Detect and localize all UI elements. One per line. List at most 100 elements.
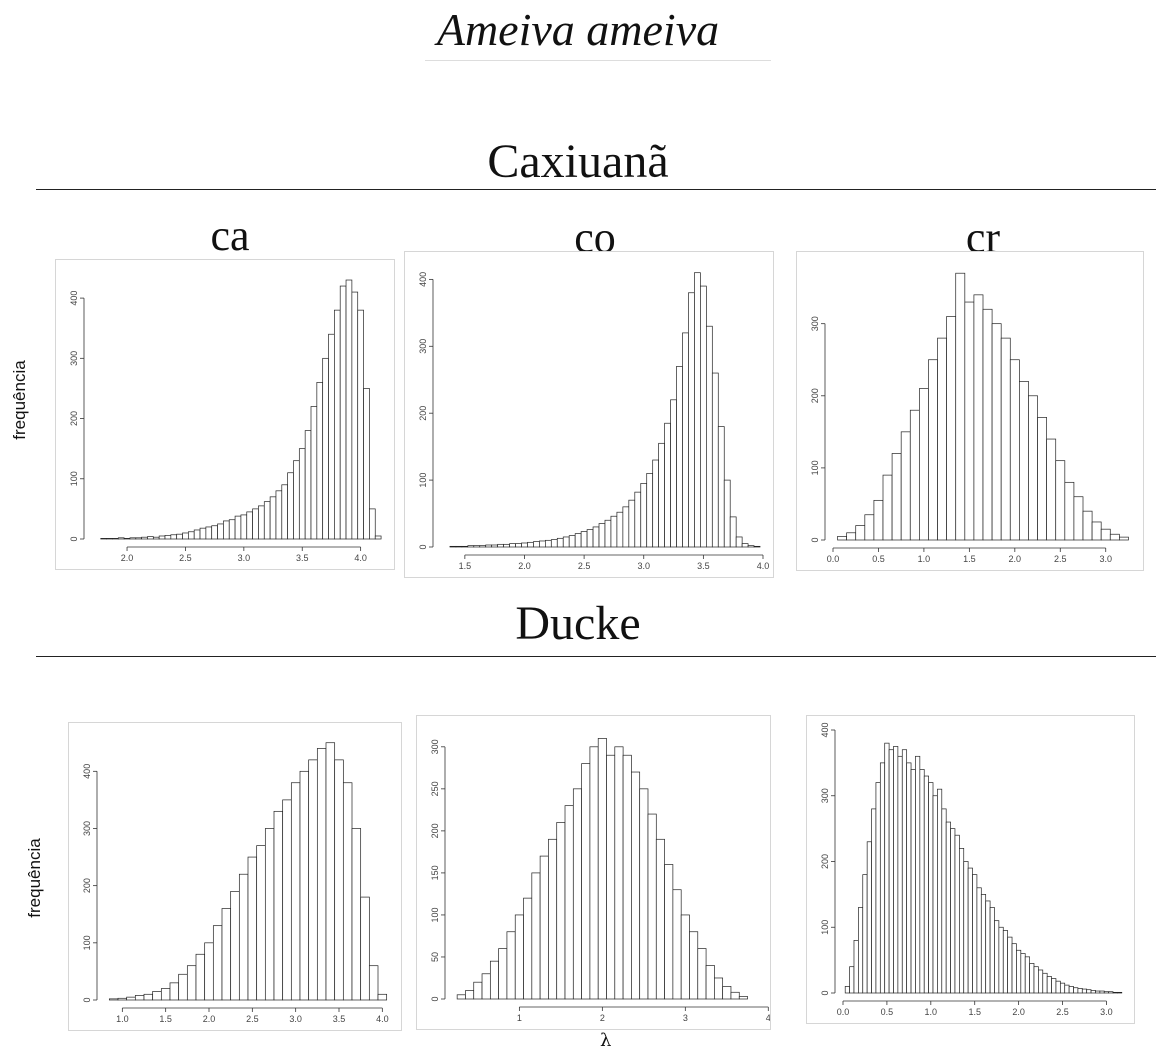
x-tick-label: 1.5 [459, 561, 472, 571]
histogram-bar [915, 755, 921, 994]
histogram-bar [580, 531, 588, 548]
histogram-bar [631, 771, 641, 1000]
histogram-bar [100, 538, 107, 540]
histogram-bar [374, 535, 382, 540]
histogram-bar [170, 534, 178, 540]
histogram-bar [186, 965, 197, 1001]
histogram-bar [269, 496, 277, 540]
histogram-ducke-ca: 1.0 1.5 2.0 2.5 3.0 3.5 4.0 0 100 200 300 400 [68, 722, 402, 1031]
histogram-bar [741, 543, 749, 548]
histogram-bar [955, 272, 966, 541]
histogram-bar [1024, 956, 1030, 994]
histogram-bar [723, 479, 731, 548]
histogram-bar [134, 995, 145, 1001]
histogram-bar [864, 514, 875, 541]
x-tick-label: 2.0 [1012, 1007, 1025, 1017]
histogram-bar [363, 388, 370, 540]
histogram-bar [310, 406, 318, 540]
histogram-bar [282, 799, 292, 1001]
x-tick-label: 0.5 [872, 554, 885, 564]
histogram-bar [228, 519, 236, 540]
histogram-bar [646, 473, 654, 548]
histogram-bar [717, 426, 725, 548]
histogram-bar [1055, 460, 1066, 541]
histogram-bar [169, 982, 180, 1001]
y-tick-label: 0 [430, 996, 440, 1001]
histogram-bar [221, 908, 232, 1001]
histogram-bar [747, 545, 755, 548]
histogram-bar [963, 861, 969, 994]
histogram-bar [182, 532, 189, 540]
histogram-bar [1046, 438, 1057, 541]
histogram-bar [1077, 988, 1083, 994]
histogram-bar [959, 848, 965, 994]
histogram-bar [290, 782, 301, 1001]
histogram-bar [616, 511, 624, 548]
histogram-ducke-co: 1 2 3 4 0 50 100 150 200 250 300 [416, 715, 771, 1030]
x-tick-label: 2.0 [203, 1014, 216, 1024]
histogram-bar [273, 810, 284, 1001]
histogram-bar [562, 536, 570, 548]
histogram-caxiuana-ca: 2.0 2.5 3.0 3.5 4.0 0 100 200 300 400 [55, 259, 395, 570]
histogram-svg: 1.0 1.5 2.0 2.5 3.0 3.5 4.0 0 100 200 300 400 [82, 742, 389, 1024]
histogram-bar [112, 538, 119, 540]
histogram-bar [568, 535, 576, 548]
x-tick-label: 3.0 [238, 553, 251, 563]
histogram-bar [193, 529, 201, 540]
histogram-bar [670, 399, 677, 548]
histogram-bar [1108, 991, 1114, 994]
histogram-bar [264, 828, 275, 1001]
histogram-bar [1117, 991, 1123, 994]
histogram-bar [989, 907, 995, 994]
histogram-bar [1091, 521, 1102, 541]
histogram-bar [652, 459, 660, 548]
histogram-ducke-cr: 0.0 0.5 1.0 1.5 2.0 2.5 3.0 0 100 200 300 400 [806, 715, 1135, 1024]
histogram-bar [937, 788, 943, 994]
histogram-bar [950, 828, 956, 994]
histogram-bar [893, 746, 899, 994]
histogram-bar [223, 520, 230, 540]
y-tick-label: 100 [810, 460, 820, 475]
histogram-bar [308, 759, 318, 1001]
x-tick-label: 4.0 [376, 1014, 389, 1024]
histogram-bar [945, 821, 951, 994]
histogram-bar [1042, 972, 1048, 994]
histogram-bar [106, 538, 113, 540]
histogram-bar [1119, 536, 1129, 541]
histogram-bar [976, 887, 982, 994]
histogram-bar [1055, 980, 1061, 994]
y-tick-label: 100 [82, 935, 92, 950]
histogram-bar [531, 872, 541, 1000]
histogram-bar [574, 533, 582, 548]
histogram-bar [640, 483, 648, 548]
histogram-svg: 1 2 3 4 0 50 100 150 200 250 300 [430, 738, 770, 1023]
x-tick-label: 4.0 [757, 561, 770, 571]
histogram-bar [1037, 417, 1047, 541]
histogram-bar [639, 788, 649, 1000]
histogram-bar [152, 991, 162, 1001]
histogram-bar [212, 925, 223, 1001]
histogram-bar [844, 986, 850, 994]
histogram-bar [900, 431, 911, 541]
histogram-bar [738, 996, 748, 1000]
histogram-bar [1046, 976, 1052, 994]
x-tick-label: 0.0 [827, 554, 840, 564]
y-tick-label: 100 [418, 473, 428, 488]
y-tick-label: 300 [810, 316, 820, 331]
histogram-bar [293, 460, 300, 540]
histogram-bar [994, 920, 1000, 994]
histogram-bar [1095, 990, 1101, 994]
histogram-bar [628, 499, 636, 548]
y-tick-label: 0 [418, 544, 428, 549]
histogram-bar [1064, 481, 1075, 541]
histogram-bar [491, 544, 499, 548]
histogram-svg: 0.0 0.5 1.0 1.5 2.0 2.5 3.0 0 100 200 300 400 [820, 722, 1123, 1017]
histogram-bar [247, 856, 258, 1001]
x-tick-label: 0.5 [881, 1007, 894, 1017]
histogram-bar [706, 325, 713, 548]
histogram-bar [919, 388, 929, 541]
histogram-bar [211, 525, 218, 540]
histogram-bar [328, 333, 335, 540]
histogram-bar [461, 545, 469, 548]
histogram-bar [258, 505, 265, 540]
